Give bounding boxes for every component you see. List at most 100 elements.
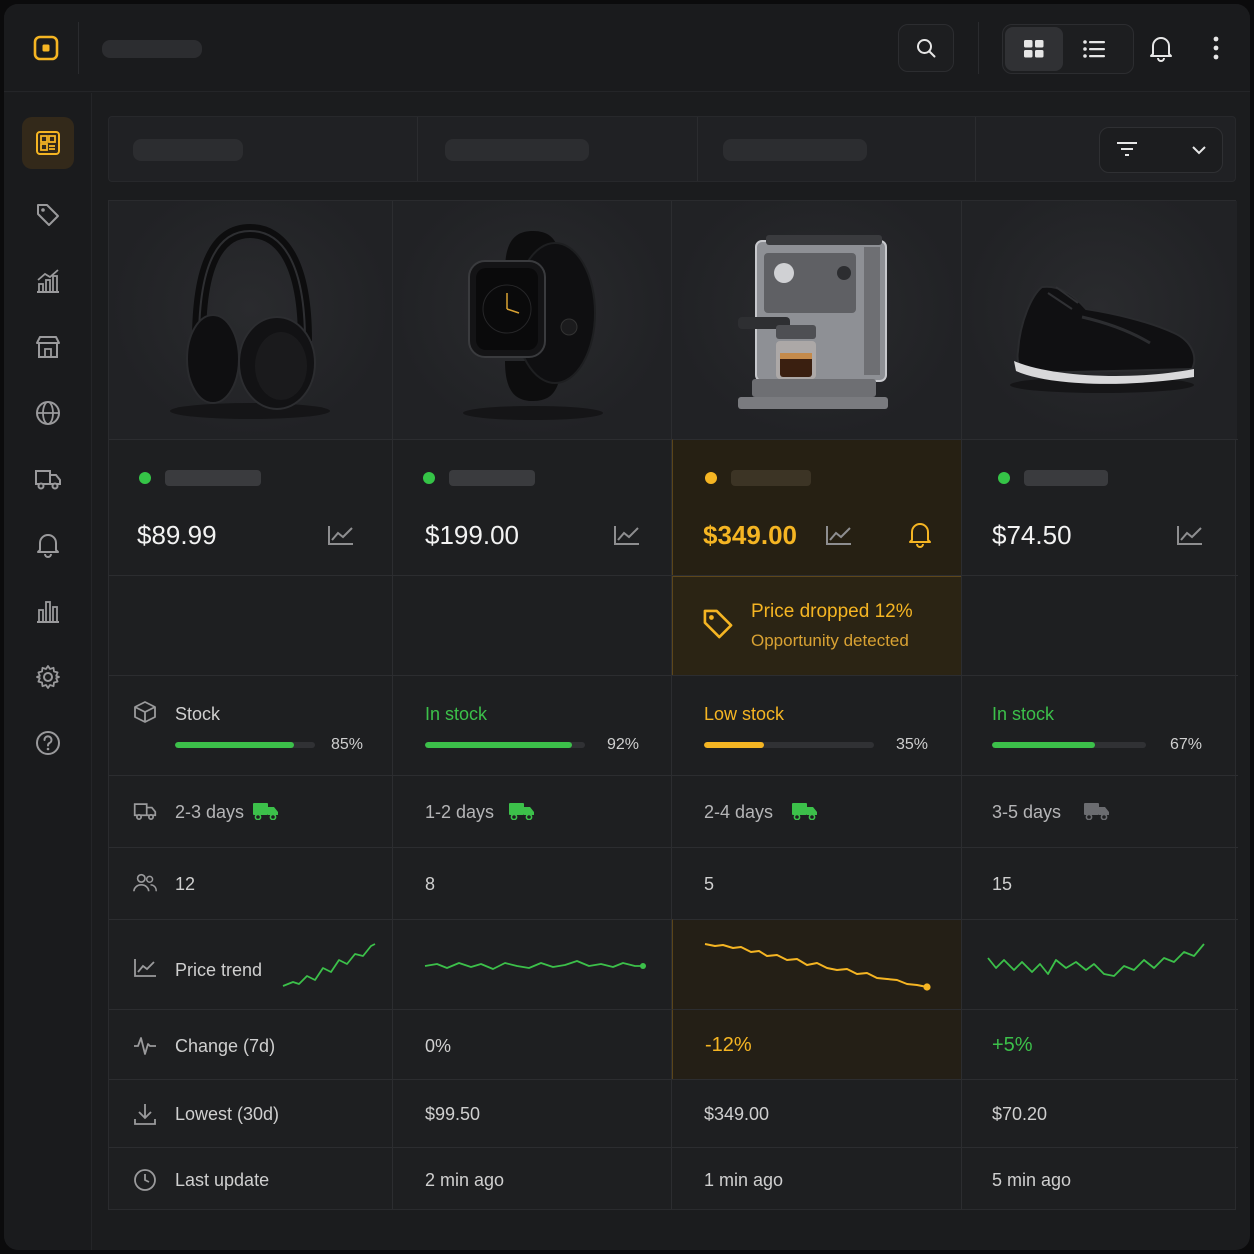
truck-icon (133, 803, 157, 820)
product-price: $74.50 (992, 520, 1072, 550)
list-view-button[interactable] (1065, 27, 1123, 71)
price-cell: $349.00 (672, 439, 962, 575)
product-image[interactable] (393, 201, 671, 439)
analytics-icon (37, 269, 59, 293)
row-label-price-trend: Price trend (175, 960, 263, 980)
price-chart-icon[interactable] (327, 524, 355, 546)
product-image[interactable] (109, 201, 392, 439)
row-label-last-update: Last update (175, 1170, 270, 1190)
product-name-placeholder[interactable] (1024, 470, 1108, 486)
lowest-cell: $99.50 (393, 1079, 672, 1147)
sidebar-item-store[interactable] (22, 321, 74, 373)
search-button[interactable] (898, 24, 954, 72)
tag-icon (703, 609, 733, 639)
sidebar (4, 93, 92, 1250)
product-name-placeholder[interactable] (731, 470, 811, 486)
app-logo-icon[interactable] (32, 34, 60, 62)
row-label-change: Change (7d) (175, 1036, 276, 1056)
filter-bar (108, 116, 1236, 182)
delivery-time: 2-3 days (175, 802, 245, 822)
fast-delivery-truck-icon (509, 803, 534, 820)
product-name-placeholder[interactable] (449, 470, 535, 486)
filter-placeholder[interactable] (445, 139, 589, 161)
product-price: $89.99 (137, 520, 217, 550)
trend-cell (962, 919, 1238, 1009)
truck-icon (35, 470, 61, 490)
sidebar-item-alerts[interactable] (22, 519, 74, 571)
stock-bar (992, 742, 1146, 748)
filter-dropdown[interactable] (1099, 127, 1223, 173)
product-image[interactable] (672, 201, 961, 439)
users-icon (133, 873, 157, 892)
alert-subtitle: Opportunity detected (751, 631, 909, 650)
status-dot (998, 472, 1010, 484)
more-menu-button[interactable] (1210, 34, 1222, 62)
dashboard-icon (36, 131, 60, 155)
lowest-cell: Lowest (30d) (109, 1079, 392, 1147)
sidebar-item-dashboard[interactable] (22, 117, 74, 169)
store-icon (36, 336, 60, 358)
filter-icon (1117, 142, 1137, 156)
price-chart-icon[interactable] (1176, 524, 1204, 546)
product-column-highlighted: $349.00 Price dropped 12% Opportunity de… (671, 201, 962, 1209)
product-column: $89.99 Stock 85% 2-3 days 12 Price (109, 201, 392, 1209)
stock-percent: 92% (607, 736, 640, 753)
clock-icon (134, 1169, 156, 1191)
updated-cell: Last update (109, 1147, 392, 1209)
delivery-cell: 3-5 days (962, 775, 1238, 847)
filter-placeholder[interactable] (723, 139, 867, 161)
stock-status: In stock (425, 704, 488, 724)
price-sparkline (282, 943, 376, 987)
price-change: +5% (992, 1034, 1033, 1056)
status-dot (423, 472, 435, 484)
lowest-cell: $70.20 (962, 1079, 1238, 1147)
trend-cell (393, 919, 672, 1009)
stock-percent: 85% (331, 736, 364, 753)
sidebar-item-shipping[interactable] (22, 453, 74, 505)
filter-placeholder[interactable] (133, 139, 243, 161)
lowest-price: $349.00 (704, 1104, 770, 1124)
product-column: $199.00 In stock 92% 1-2 days 8 0% (392, 201, 672, 1209)
stock-cell: In stock 67% (962, 675, 1238, 775)
delivery-time: 1-2 days (425, 802, 495, 822)
top-bar (4, 4, 1250, 92)
bell-icon (1150, 37, 1172, 62)
sellers-cell: 15 (962, 847, 1238, 919)
price-change: 0% (425, 1036, 452, 1056)
sidebar-item-analytics[interactable] (22, 255, 74, 307)
grid-view-button[interactable] (1005, 27, 1063, 71)
sidebar-item-reports[interactable] (22, 585, 74, 637)
help-icon (36, 731, 60, 755)
price-drop-alert[interactable]: Price dropped 12% Opportunity detected (672, 576, 962, 676)
sidebar-item-settings[interactable] (22, 651, 74, 703)
price-change: -12% (705, 1034, 752, 1056)
download-arrow-icon (134, 1104, 156, 1125)
sidebar-item-help[interactable] (22, 717, 74, 769)
sellers-cell: 8 (393, 847, 672, 919)
price-chart-icon[interactable] (825, 524, 853, 546)
stock-bar (704, 742, 874, 748)
price-cell: $89.99 (109, 439, 392, 575)
trend-cell (672, 919, 962, 1009)
product-image[interactable] (962, 201, 1237, 439)
change-cell: -12% (672, 1009, 962, 1079)
view-toggle (1002, 24, 1134, 74)
updated-cell: 5 min ago (962, 1147, 1238, 1209)
divider (78, 22, 79, 74)
seller-count: 15 (992, 874, 1013, 894)
price-alert-bell-icon[interactable] (907, 520, 933, 548)
smartwatch-image (463, 231, 603, 420)
empty-alert-cell (962, 575, 1238, 675)
sidebar-item-markets[interactable] (22, 387, 74, 439)
notifications-button[interactable] (1148, 34, 1174, 62)
change-cell: +5% (962, 1009, 1238, 1079)
stock-status: Low stock (704, 704, 785, 724)
stock-bar (425, 742, 585, 748)
product-name-placeholder[interactable] (165, 470, 261, 486)
seller-count: 12 (175, 874, 196, 894)
price-chart-icon[interactable] (613, 524, 641, 546)
alert-cell: Price dropped 12% Opportunity detected (672, 575, 962, 676)
sidebar-item-tags[interactable] (22, 189, 74, 241)
delivery-cell: 2-4 days (672, 775, 962, 847)
search-icon (917, 39, 936, 58)
